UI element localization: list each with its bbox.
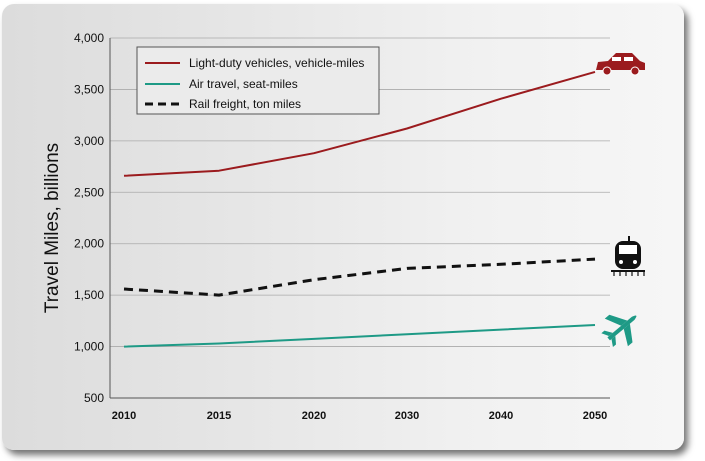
x-tick-label: 2020 xyxy=(302,410,326,422)
x-tick-labels: 2010 2015 2020 2030 2040 2050 xyxy=(112,410,607,422)
legend-label-air: Air travel, seat-miles xyxy=(189,77,298,91)
y-tick-label: 1,500 xyxy=(74,288,104,302)
legend-label-light-duty: Light-duty vehicles, vehicle-miles xyxy=(189,56,364,70)
x-tick-label: 2015 xyxy=(207,410,231,422)
x-tick-label: 2010 xyxy=(112,410,136,422)
series-line-air-travel-seat-miles xyxy=(123,324,596,348)
x-tick-label: 2050 xyxy=(583,410,607,422)
y-tick-labels: 500 1,000 1,500 2,000 2,500 3,000 3,500 4,000 xyxy=(74,31,104,405)
y-tick-label: 1,000 xyxy=(74,340,104,354)
airplane-icon xyxy=(601,314,637,348)
y-tick-label: 2,500 xyxy=(74,185,104,199)
series-line-rail-freight-ton-miles xyxy=(123,257,596,297)
y-tick-label: 3,000 xyxy=(74,134,104,148)
y-axis-label: Travel Miles, billions xyxy=(42,143,63,313)
car-icon xyxy=(596,53,645,76)
train-icon xyxy=(611,236,645,276)
y-tick-label: 2,000 xyxy=(74,237,104,251)
series-line-light-duty-vehicles-vehicle-miles xyxy=(123,70,596,177)
legend-label-rail: Rail freight, ton miles xyxy=(189,97,301,111)
x-tick-label: 2040 xyxy=(489,410,513,422)
y-tick-label: 500 xyxy=(84,391,104,405)
axes xyxy=(109,38,610,399)
series-lines xyxy=(123,70,596,348)
y-tick-label: 3,500 xyxy=(74,82,104,96)
x-tick-label: 2030 xyxy=(395,410,419,422)
legend: Light-duty vehicles, vehicle-miles Air t… xyxy=(136,46,380,115)
y-tick-label: 4,000 xyxy=(74,31,104,45)
